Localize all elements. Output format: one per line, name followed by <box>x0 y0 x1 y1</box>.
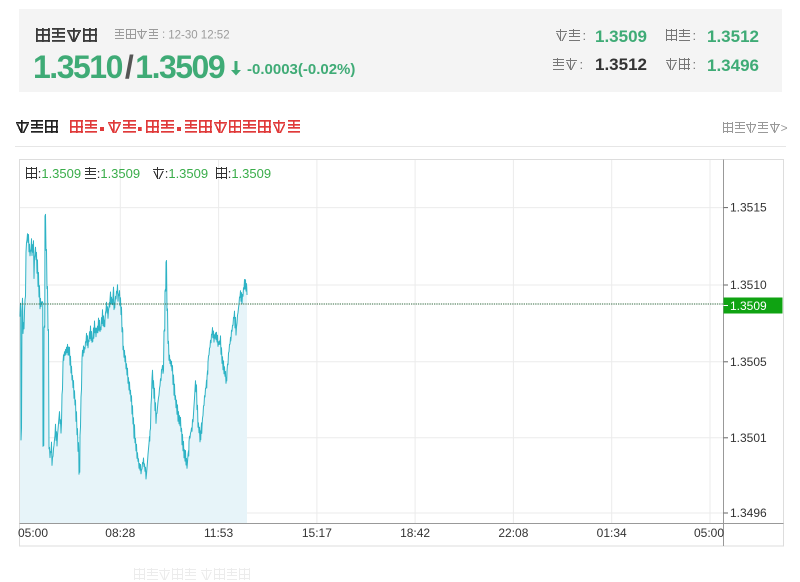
svg-text:05:00: 05:00 <box>18 526 48 540</box>
svg-text:05:00: 05:00 <box>694 526 724 540</box>
svg-text:01:34: 01:34 <box>597 526 627 540</box>
svg-text:22:08: 22:08 <box>498 526 528 540</box>
svg-text:1.3510: 1.3510 <box>730 278 767 292</box>
svg-text:18:42: 18:42 <box>400 526 430 540</box>
svg-text:08:28: 08:28 <box>105 526 135 540</box>
svg-text:1.3496: 1.3496 <box>730 506 767 520</box>
svg-text:15:17: 15:17 <box>302 526 332 540</box>
svg-text:1.3505: 1.3505 <box>730 355 767 369</box>
svg-text:11:53: 11:53 <box>204 526 233 540</box>
svg-text:1.3509: 1.3509 <box>730 299 767 313</box>
svg-text:1.3501: 1.3501 <box>730 431 767 445</box>
svg-text:1.3515: 1.3515 <box>730 201 767 215</box>
